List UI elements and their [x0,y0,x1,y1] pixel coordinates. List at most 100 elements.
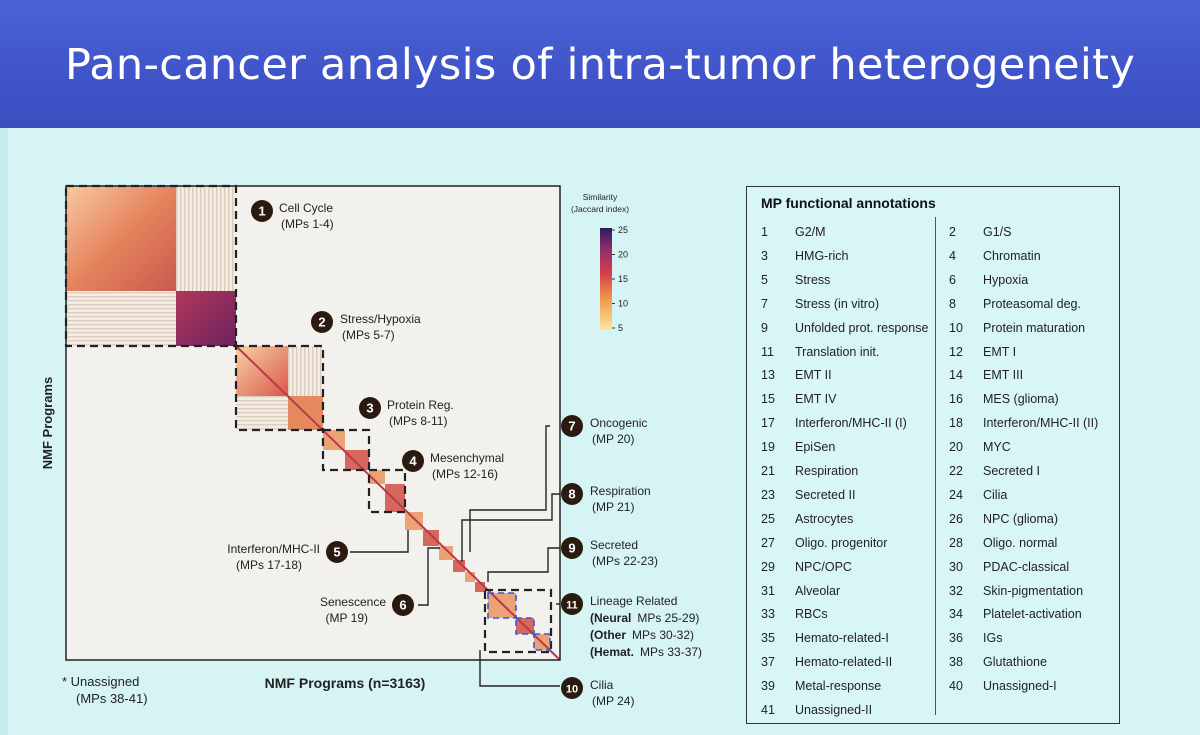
annotation-number: 12 [949,344,963,359]
annotation-name: Skin-pigmentation [983,583,1084,598]
annotation-name: Glutathione [983,655,1047,670]
x-axis-label: NMF Programs (n=3163) [265,675,426,691]
annotation-number: 38 [949,655,963,670]
annotation-name: Hypoxia [983,272,1029,287]
callout-mps: (MPs 22-23) [592,554,658,568]
annotation-number: 34 [949,607,963,622]
annotation-name: MYC [983,440,1011,455]
callout-mps: (MP 20) [592,432,634,446]
y-axis-label: NMF Programs [40,377,55,469]
callout-number-badge [392,594,414,616]
annotation-number: 8 [949,296,956,311]
colorbar-tick-label: 25 [618,225,628,235]
annotation-name: Oligo. normal [983,535,1058,550]
annotation-number: 36 [949,631,963,646]
diagonal-block [423,530,439,546]
group-box-protein-reg [321,428,371,472]
diagonal-block [475,582,485,592]
callout-mps: (MP 19) [326,611,368,625]
callout-number: 8 [568,487,575,502]
diagonal-block [405,512,423,530]
heatmap-border [65,185,561,661]
callout-number-badge [326,541,348,563]
annotation-number: 10 [949,320,963,335]
callout-name: Oncogenic [590,416,647,430]
colorbar-tick-label: 20 [618,250,628,260]
callout-mps: (MP 24) [592,694,634,708]
annotation-name: Protein maturation [983,320,1086,335]
annotation-name: Metal-response [795,679,882,694]
annotations-panel: MP functional annotations 1 G2/M 2 G1/S 3 HMG… [746,186,1120,724]
colorbar-title: Similarity [583,192,618,202]
callout-sub-rest: MPs 25-29) [637,611,699,625]
annotation-number: 14 [949,368,963,383]
callout-1: 1 Cell Cycle (MPs 1-4) [251,200,334,231]
callout-name: Lineage Related [590,594,677,608]
callout-mps: (MP 21) [592,500,634,514]
block-stress-side [288,346,323,396]
group-box-mesenchymal [367,468,407,514]
callout-number: 3 [366,401,373,416]
diagonal-line [235,345,561,661]
callout-7: 7 Oncogenic (MP 20) [561,415,647,446]
callout-8: 8 Respiration (MP 21) [561,483,651,514]
callout-name: Secreted [590,538,638,552]
annotation-number: 19 [761,440,775,455]
annotation-number: 39 [761,679,775,694]
annotation-name: IGs [983,631,1003,646]
annotation-name: Platelet-activation [983,607,1082,622]
group-box-lineage [483,588,553,654]
annotation-name: NPC (glioma) [983,511,1059,526]
slide-header: Pan-cancer analysis of intra-tumor heter… [0,0,1200,128]
callout-sub-rest: MPs 30-32) [632,628,694,642]
diagonal-block [465,572,475,582]
annotation-number: 13 [761,368,775,383]
callout-9: 9 Secreted (MPs 22-23) [561,537,658,568]
block-cell-cycle-b [176,186,236,291]
annotations-divider [935,217,936,715]
annotation-number: 15 [761,392,775,407]
annotation-name: RBCs [795,607,828,622]
annotation-number: 4 [949,248,956,263]
annotation-name: Unassigned-I [983,679,1057,694]
callout-number: 1 [258,204,265,219]
annotation-number: 32 [949,583,963,598]
callout-number: 11 [566,600,578,612]
callout-number: 5 [333,545,340,560]
colorbar-subtitle: (Jaccard index) [571,204,629,214]
callout-number: 4 [409,454,417,469]
callout-mps: (MPs 1-4) [281,217,334,231]
annotation-name: Unfolded prot. response [795,320,929,335]
callout-number: 2 [318,315,325,330]
annotation-name: Hemato-related-I [795,631,889,646]
annotation-name: Alveolar [795,583,841,598]
annotation-name: Cilia [983,487,1008,502]
callout-mps: (MPs 17-18) [236,558,302,572]
annotation-name: EMT II [795,368,832,383]
callout-name: Cilia [590,678,614,692]
lineage-sub-boxes [487,592,551,651]
annotation-name: MES (glioma) [983,392,1059,407]
annotation-name: Interferon/MHC-II (I) [795,416,907,431]
annotation-name: Translation init. [795,344,880,359]
annotation-number: 26 [949,511,963,526]
callout-5: 5 Interferon/MHC-II (MPs 17-18) [227,541,348,572]
callout-3: 3 Protein Reg. (MPs 8-11) [359,397,454,428]
annotation-name: Oligo. progenitor [795,535,888,550]
callout-mps: (MPs 12-16) [432,467,498,481]
callout-sub-bold: (Other [590,628,626,642]
callout-4: 4 Mesenchymal (MPs 12-16) [402,450,504,481]
annotation-number: 22 [949,464,963,478]
annotation-number: 41 [761,703,775,717]
callout-name: Respiration [590,484,651,498]
annotation-number: 3 [761,248,768,263]
annotation-name: EMT I [983,344,1017,359]
annotation-name: Unassigned-II [795,703,873,717]
annotation-name: Hemato-related-II [795,655,893,670]
callout-sub: (Other MPs 30-32) [590,628,694,642]
callout-name: Stress/Hypoxia [340,312,421,326]
annotation-name: Respiration [795,464,859,478]
annotation-number: 11 [761,344,774,359]
annotation-number: 27 [761,535,775,550]
